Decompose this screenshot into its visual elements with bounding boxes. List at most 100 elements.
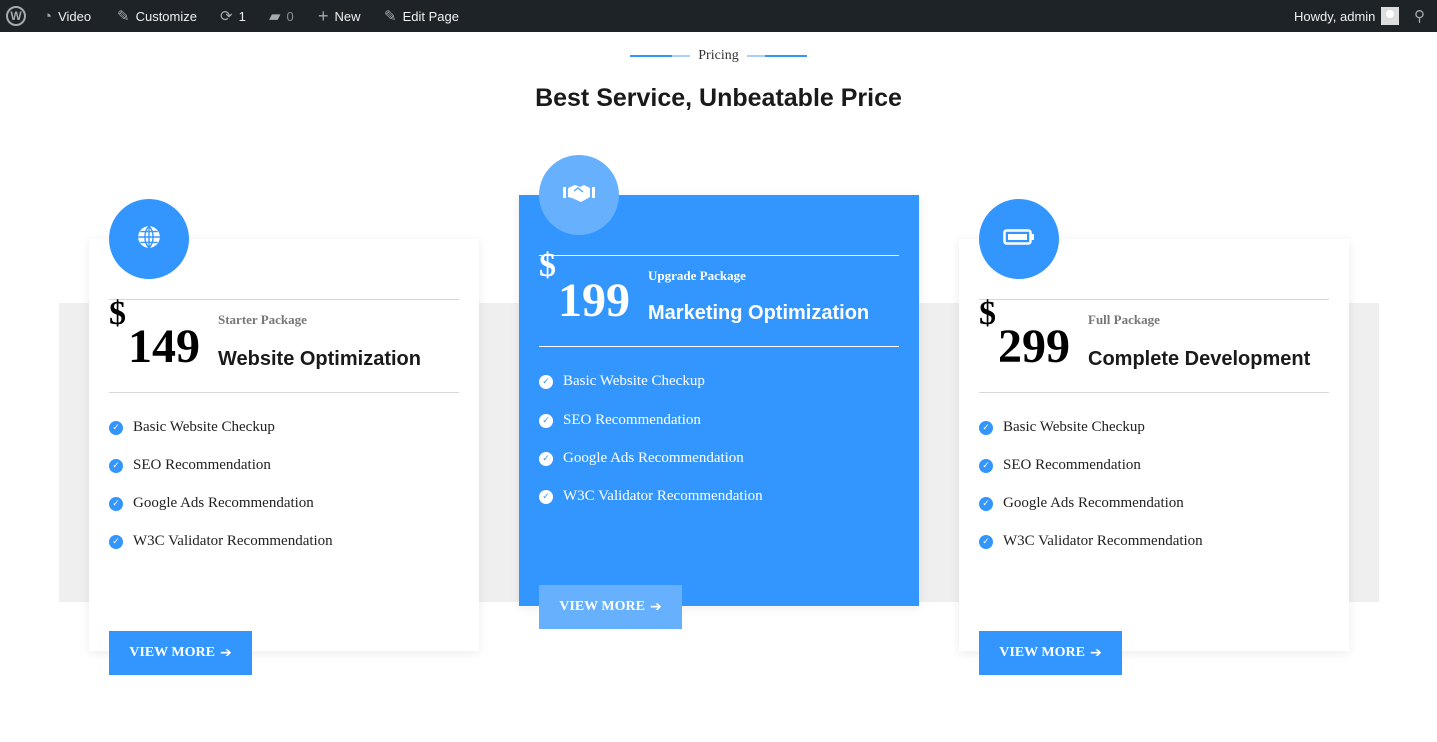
feature-label: W3C Validator Recommendation — [1003, 533, 1203, 549]
globe-icon — [136, 224, 162, 255]
plan-icon-circle — [109, 199, 189, 279]
site-name: Video — [58, 8, 92, 24]
feature-item: ✓ W3C Validator Recommendation — [109, 533, 333, 550]
customize-link[interactable]: ✎ Customize — [117, 0, 197, 32]
section-eyebrow: Pricing — [0, 48, 1437, 64]
feature-label: W3C Validator Recommendation — [563, 488, 763, 504]
divider — [539, 255, 899, 256]
howdy-label: Howdy, admin — [1294, 8, 1376, 24]
feature-label: SEO Recommendation — [133, 457, 271, 473]
pencil-icon: ✎ — [384, 8, 397, 25]
dashboard-icon: ◔ — [43, 7, 53, 25]
handshake-icon — [562, 182, 596, 209]
button-label: VIEW MORE — [559, 599, 645, 614]
package-label: Starter Package — [218, 312, 307, 327]
check-icon: ✓ — [109, 534, 123, 549]
feature-item: ✓ Basic Website Checkup — [539, 373, 705, 390]
check-icon: ✓ — [539, 489, 553, 504]
plan-name: Complete Development — [1088, 348, 1311, 370]
plan-icon-circle — [979, 199, 1059, 279]
feature-item: ✓ Google Ads Recommendation — [109, 495, 314, 512]
account-menu[interactable]: Howdy, admin — [1294, 0, 1400, 32]
updates-link[interactable]: ⟳ 1 — [220, 0, 246, 32]
pricing-card: $ 199 Upgrade Package Marketing Optimiza… — [519, 155, 919, 629]
check-icon: ✓ — [109, 458, 123, 473]
feature-label: SEO Recommendation — [563, 412, 701, 428]
feature-label: Basic Website Checkup — [563, 373, 705, 389]
divider — [630, 54, 691, 57]
pricing-card: $ 299 Full Package Complete Development … — [959, 199, 1349, 675]
updates-count: 1 — [238, 8, 246, 24]
edit-page-link[interactable]: ✎ Edit Page — [384, 0, 459, 32]
feature-label: W3C Validator Recommendation — [133, 533, 333, 549]
feature-item: ✓ W3C Validator Recommendation — [539, 488, 763, 505]
feature-item: ✓ Google Ads Recommendation — [539, 450, 744, 467]
feature-item: ✓ Basic Website Checkup — [979, 419, 1145, 436]
check-icon: ✓ — [979, 420, 993, 435]
feature-item: ✓ W3C Validator Recommendation — [979, 533, 1203, 550]
feature-label: Google Ads Recommendation — [1003, 495, 1184, 511]
divider — [746, 54, 807, 57]
comments-count: 0 — [286, 8, 294, 24]
feature-label: Basic Website Checkup — [1003, 419, 1145, 435]
divider — [979, 392, 1329, 393]
feature-item: ✓ Google Ads Recommendation — [979, 495, 1184, 512]
plus-icon: + — [318, 5, 329, 26]
divider — [109, 392, 459, 393]
check-icon: ✓ — [539, 451, 553, 466]
plan-icon-circle — [539, 155, 619, 235]
updates-icon: ⟳ — [220, 8, 233, 25]
arrow-right-icon: ➔ — [649, 599, 662, 615]
comment-icon: ▰ — [269, 8, 281, 25]
customize-label: Customize — [135, 8, 197, 24]
divider — [109, 299, 459, 300]
price: 299 — [998, 320, 1070, 373]
package-label: Full Package — [1088, 312, 1160, 327]
feature-label: Basic Website Checkup — [133, 419, 275, 435]
eyebrow-label: Pricing — [698, 48, 739, 63]
check-icon: ✓ — [109, 420, 123, 435]
wordpress-icon: W — [6, 6, 26, 26]
divider — [979, 299, 1329, 300]
plan-name: Marketing Optimization — [648, 302, 870, 324]
new-link[interactable]: + New — [318, 0, 361, 32]
wordpress-logo-button[interactable]: W — [6, 0, 26, 32]
search-button[interactable]: ⚲ — [1414, 0, 1425, 32]
new-label: New — [334, 8, 361, 24]
check-icon: ✓ — [109, 496, 123, 511]
avatar — [1381, 7, 1400, 25]
feature-item: ✓ SEO Recommendation — [979, 457, 1141, 474]
brush-icon: ✎ — [117, 8, 130, 25]
feature-item: ✓ SEO Recommendation — [539, 412, 701, 429]
arrow-right-icon: ➔ — [1089, 645, 1102, 661]
site-name-link[interactable]: ◔ Video — [43, 0, 91, 32]
view-more-button[interactable]: VIEW MORE ➔ — [979, 631, 1122, 675]
feature-label: Google Ads Recommendation — [133, 495, 314, 511]
admin-bar: W ◔ Video ✎ Customize ⟳ 1 ▰ 0 + New ✎ Edit Pag… — [0, 0, 1437, 32]
button-label: VIEW MORE — [129, 645, 215, 660]
section-title: Best Service, Unbeatable Price — [535, 84, 902, 112]
price: 199 — [558, 274, 630, 327]
divider — [539, 346, 899, 347]
check-icon: ✓ — [979, 534, 993, 549]
arrow-right-icon: ➔ — [219, 645, 232, 661]
plan-name: Website Optimization — [218, 348, 421, 370]
currency-symbol: $ — [539, 247, 556, 284]
feature-item: ✓ SEO Recommendation — [109, 457, 271, 474]
currency-symbol: $ — [979, 295, 996, 332]
view-more-button[interactable]: VIEW MORE ➔ — [539, 585, 682, 629]
battery-icon — [1003, 228, 1035, 251]
check-icon: ✓ — [539, 374, 553, 389]
package-label: Upgrade Package — [648, 268, 746, 283]
edit-page-label: Edit Page — [402, 8, 459, 24]
feature-label: Google Ads Recommendation — [563, 450, 744, 466]
button-label: VIEW MORE — [999, 645, 1085, 660]
comments-link[interactable]: ▰ 0 — [269, 0, 294, 32]
price: 149 — [128, 320, 200, 373]
check-icon: ✓ — [979, 496, 993, 511]
search-icon: ⚲ — [1414, 8, 1425, 25]
view-more-button[interactable]: VIEW MORE ➔ — [109, 631, 252, 675]
currency-symbol: $ — [109, 295, 126, 332]
pricing-card: $ 149 Starter Package Website Optimizati… — [89, 199, 479, 675]
feature-label: SEO Recommendation — [1003, 457, 1141, 473]
